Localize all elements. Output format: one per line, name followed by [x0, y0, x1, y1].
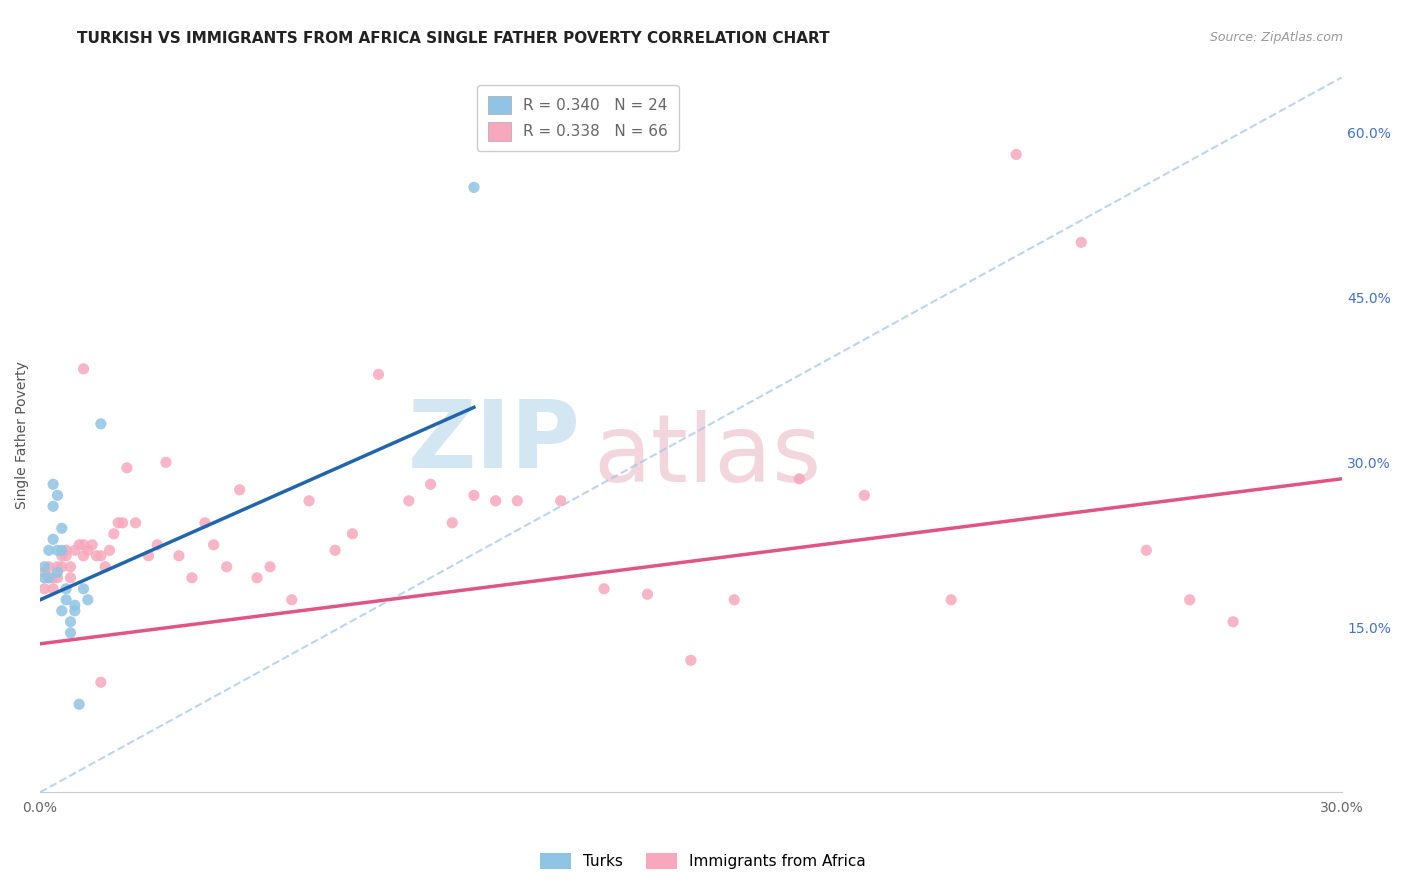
Point: [679, 653, 702, 667]
Point: [34, 571, 56, 585]
Point: [463, 180, 485, 194]
Point: [59, 571, 82, 585]
Point: [215, 559, 238, 574]
Point: [107, 516, 129, 530]
Text: TURKISH VS IMMIGRANTS FROM AFRICA SINGLE FATHER POVERTY CORRELATION CHART: TURKISH VS IMMIGRANTS FROM AFRICA SINGLE…: [77, 31, 830, 46]
Point: [90, 549, 112, 563]
Point: [51, 543, 73, 558]
Point: [280, 592, 302, 607]
Point: [72, 549, 94, 563]
Point: [67, 698, 90, 712]
Text: Source: ZipAtlas.com: Source: ZipAtlas.com: [1209, 31, 1343, 45]
Point: [76, 592, 98, 607]
Point: [34, 582, 56, 596]
Point: [441, 516, 464, 530]
Point: [94, 559, 117, 574]
Point: [124, 516, 146, 530]
Point: [202, 538, 225, 552]
Point: [76, 543, 98, 558]
Point: [146, 538, 169, 552]
Point: [98, 543, 121, 558]
Legend: Turks, Immigrants from Africa: Turks, Immigrants from Africa: [534, 847, 872, 875]
Point: [86, 549, 108, 563]
Point: [55, 582, 77, 596]
Point: [90, 675, 112, 690]
Point: [1070, 235, 1092, 250]
Point: [72, 538, 94, 552]
Text: atlas: atlas: [593, 410, 821, 502]
Point: [42, 582, 65, 596]
Point: [1135, 543, 1157, 558]
Point: [853, 488, 876, 502]
Point: [550, 493, 572, 508]
Point: [34, 566, 56, 580]
Point: [246, 571, 269, 585]
Point: [181, 571, 204, 585]
Point: [259, 559, 281, 574]
Point: [38, 571, 60, 585]
Point: [63, 604, 86, 618]
Point: [463, 488, 485, 502]
Point: [38, 543, 60, 558]
Point: [398, 493, 420, 508]
Point: [939, 592, 962, 607]
Point: [323, 543, 346, 558]
Point: [485, 493, 508, 508]
Point: [42, 477, 65, 491]
Point: [72, 582, 94, 596]
Point: [55, 592, 77, 607]
Point: [46, 566, 69, 580]
Point: [1178, 592, 1201, 607]
Y-axis label: Single Father Poverty: Single Father Poverty: [15, 361, 30, 508]
Point: [46, 559, 69, 574]
Point: [63, 543, 86, 558]
Point: [82, 538, 104, 552]
Text: ZIP: ZIP: [408, 396, 581, 488]
Point: [51, 559, 73, 574]
Point: [298, 493, 321, 508]
Point: [46, 571, 69, 585]
Point: [723, 592, 745, 607]
Point: [506, 493, 529, 508]
Point: [1005, 147, 1028, 161]
Point: [42, 533, 65, 547]
Point: [63, 599, 86, 613]
Point: [228, 483, 250, 497]
Point: [42, 500, 65, 514]
Point: [103, 526, 125, 541]
Point: [367, 368, 389, 382]
Point: [90, 417, 112, 431]
Point: [51, 521, 73, 535]
Point: [55, 549, 77, 563]
Legend: R = 0.340   N = 24, R = 0.338   N = 66: R = 0.340 N = 24, R = 0.338 N = 66: [477, 85, 679, 152]
Point: [636, 587, 658, 601]
Point: [72, 362, 94, 376]
Point: [38, 559, 60, 574]
Point: [46, 488, 69, 502]
Point: [115, 460, 138, 475]
Point: [46, 543, 69, 558]
Point: [419, 477, 441, 491]
Point: [42, 571, 65, 585]
Point: [34, 559, 56, 574]
Point: [59, 625, 82, 640]
Point: [787, 472, 810, 486]
Point: [155, 455, 177, 469]
Point: [59, 615, 82, 629]
Point: [55, 543, 77, 558]
Point: [593, 582, 616, 596]
Point: [51, 604, 73, 618]
Point: [111, 516, 134, 530]
Point: [59, 559, 82, 574]
Point: [194, 516, 217, 530]
Point: [67, 538, 90, 552]
Point: [38, 571, 60, 585]
Point: [342, 526, 364, 541]
Point: [51, 549, 73, 563]
Point: [1222, 615, 1244, 629]
Point: [138, 549, 160, 563]
Point: [167, 549, 190, 563]
